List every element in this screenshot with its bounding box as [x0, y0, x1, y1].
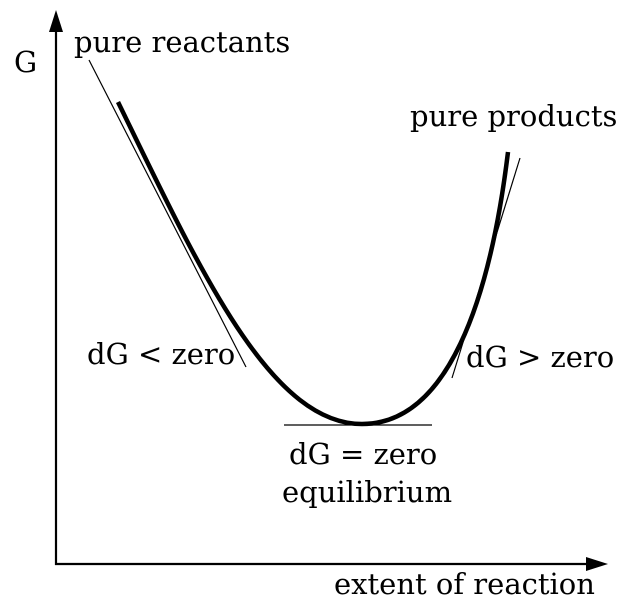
pure-reactants-label: pure reactants: [74, 25, 290, 59]
dg-equals-zero-label: dG = zero: [289, 437, 437, 471]
right-tangent-line: [451, 157, 521, 379]
left-tangent-line: [88, 59, 247, 368]
x-axis-label: extent of reaction: [334, 567, 595, 601]
y-axis-arrowhead: [49, 10, 63, 32]
y-axis-label: G: [14, 45, 37, 79]
dg-greater-than-zero-label: dG > zero: [466, 340, 614, 374]
x-axis-arrowhead: [586, 557, 608, 571]
pure-products-label: pure products: [410, 99, 617, 133]
equilibrium-label: equilibrium: [282, 475, 452, 509]
dg-less-than-zero-label: dG < zero: [87, 337, 235, 371]
gibbs-energy-curve: [115, 101, 511, 427]
